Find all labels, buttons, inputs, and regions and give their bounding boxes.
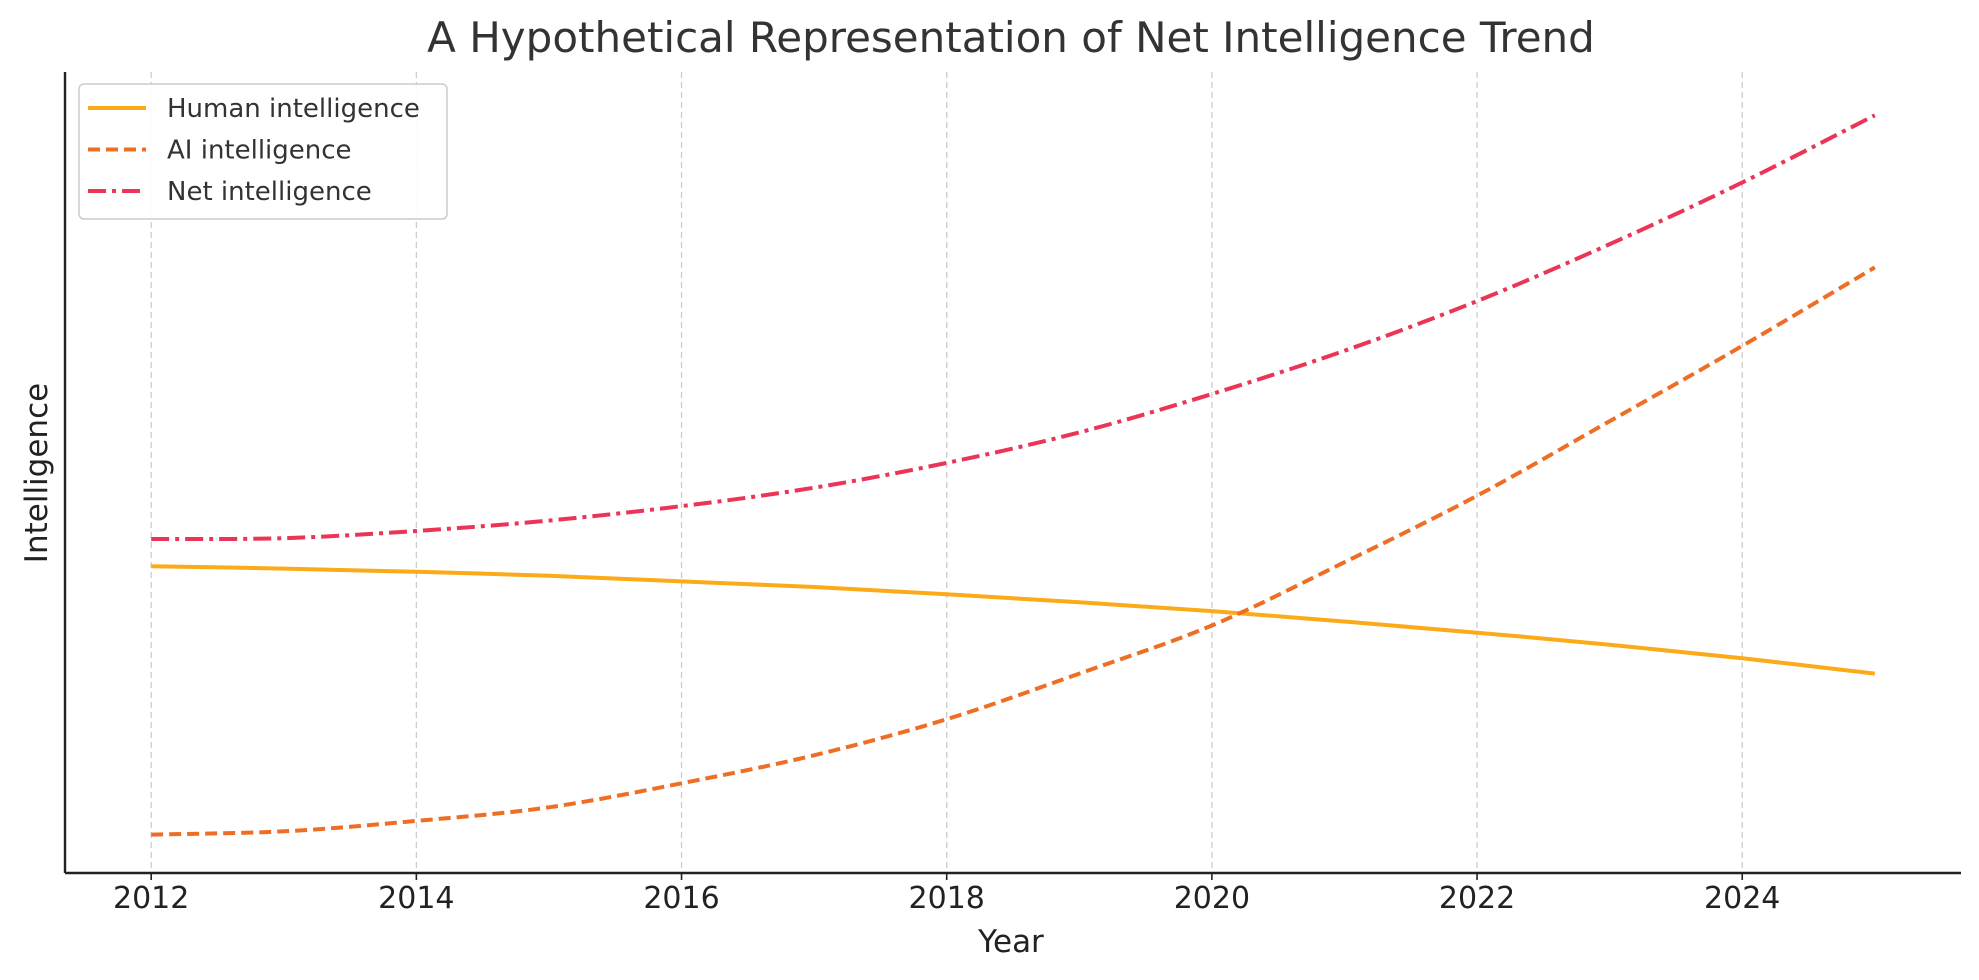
x-axis-label: Year bbox=[977, 924, 1044, 960]
legend-label-human-intelligence: Human intelligence bbox=[167, 94, 420, 124]
legend-label-ai-intelligence: AI intelligence bbox=[167, 136, 352, 166]
x-tick-label: 2024 bbox=[1704, 881, 1780, 916]
series-line-net-intelligence bbox=[151, 113, 1876, 542]
x-tick-label: 2012 bbox=[113, 881, 189, 916]
x-tick-label: 2020 bbox=[1174, 881, 1250, 916]
x-ticks: 2012 2014 2016 2018 2020 2022 2024 bbox=[113, 873, 1780, 916]
x-tick-label: 2016 bbox=[643, 881, 719, 916]
legend-box bbox=[78, 83, 448, 220]
series-line-human-intelligence bbox=[151, 564, 1876, 676]
series-group bbox=[151, 113, 1876, 837]
x-tick-label: 2022 bbox=[1439, 881, 1515, 916]
legend-label-net-intelligence: Net intelligence bbox=[167, 177, 372, 207]
legend: Human intelligence AI intelligence Net int… bbox=[78, 83, 448, 220]
x-tick-label: 2014 bbox=[378, 881, 454, 916]
chart-title: A Hypothetical Representation of Net Int… bbox=[427, 13, 1595, 62]
x-tick-label: 2018 bbox=[909, 881, 985, 916]
y-axis-label: Intelligence bbox=[19, 383, 55, 563]
series-line-ai-intelligence bbox=[151, 265, 1876, 837]
